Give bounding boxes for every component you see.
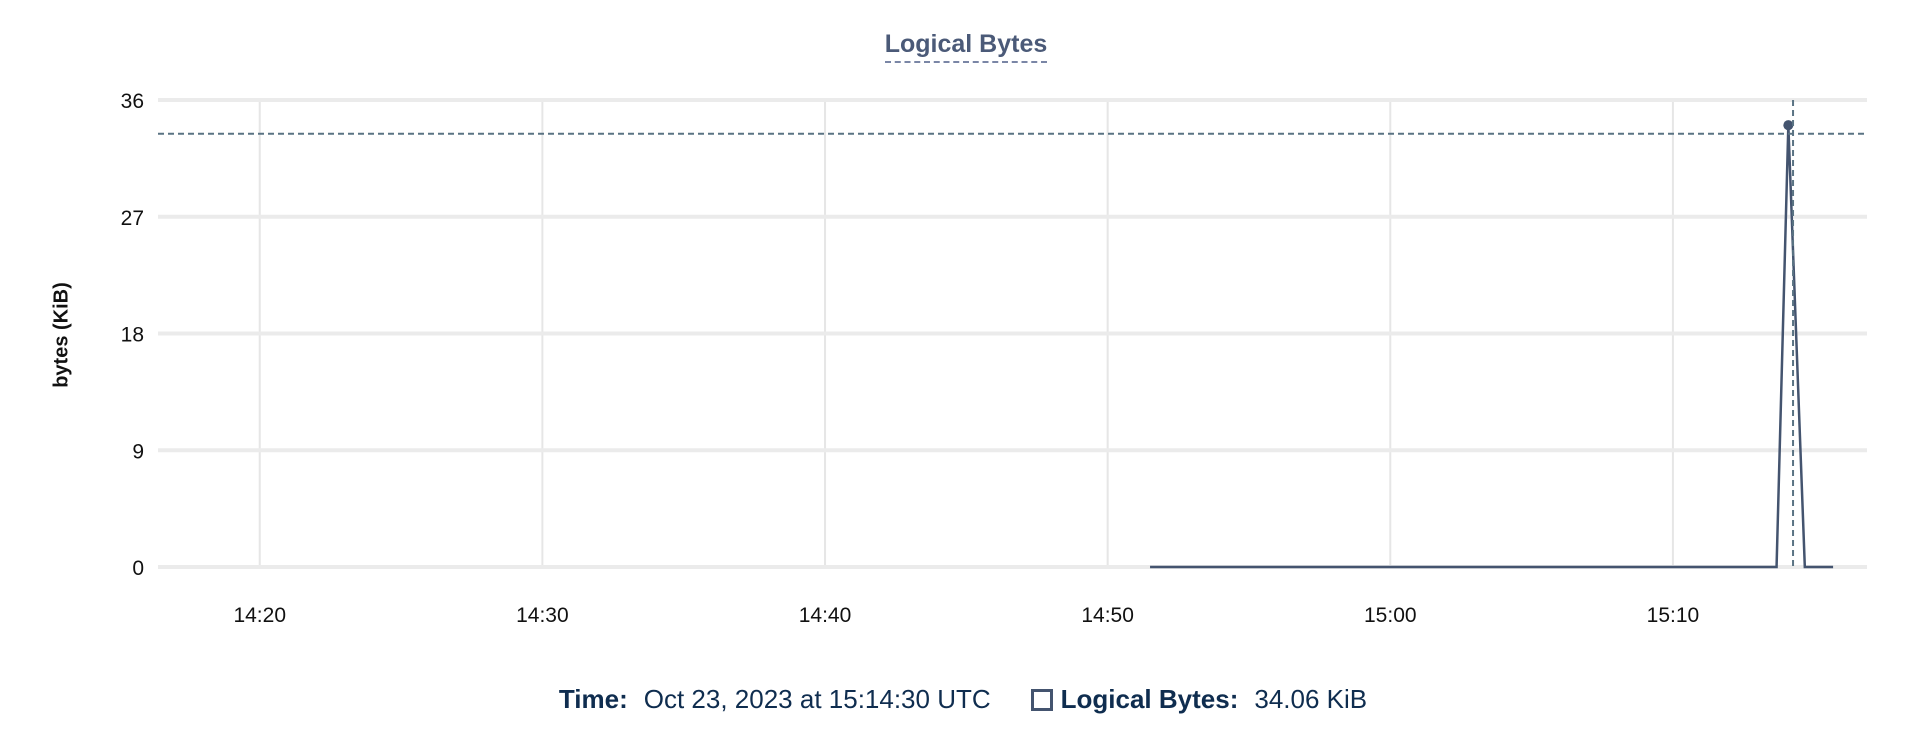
chart-title-wrap: Logical Bytes (0, 30, 1926, 63)
legend-time-label: Time: (558, 684, 628, 714)
legend-series-label: Logical Bytes: (1060, 684, 1239, 714)
y-tick-label: 36 (121, 90, 144, 113)
legend-series-value: 34.06 KiB (1254, 684, 1368, 714)
y-axis-label: bytes (KiB) (50, 282, 73, 388)
hover-legend: Time: Oct 23, 2023 at 15:14:30 UTC Logic… (0, 684, 1926, 715)
y-tick-label: 9 (132, 440, 144, 463)
y-tick-label: 0 (132, 557, 144, 580)
series-line (1150, 125, 1834, 569)
x-tick-label: 15:00 (1364, 604, 1417, 627)
x-tick-label: 14:20 (233, 604, 286, 627)
x-tick-label: 15:10 (1647, 604, 1700, 627)
x-tick-label: 14:30 (516, 604, 569, 627)
legend-time-value: Oct 23, 2023 at 15:14:30 UTC (643, 684, 991, 714)
x-tick-label: 14:50 (1081, 604, 1134, 627)
y-tick-label: 18 (121, 324, 144, 347)
series-swatch[interactable] (1030, 688, 1053, 711)
y-tick-label: 27 (121, 207, 144, 230)
chart-title[interactable]: Logical Bytes (884, 30, 1048, 63)
x-tick-label: 14:40 (799, 604, 852, 627)
data-point (1783, 120, 1794, 131)
